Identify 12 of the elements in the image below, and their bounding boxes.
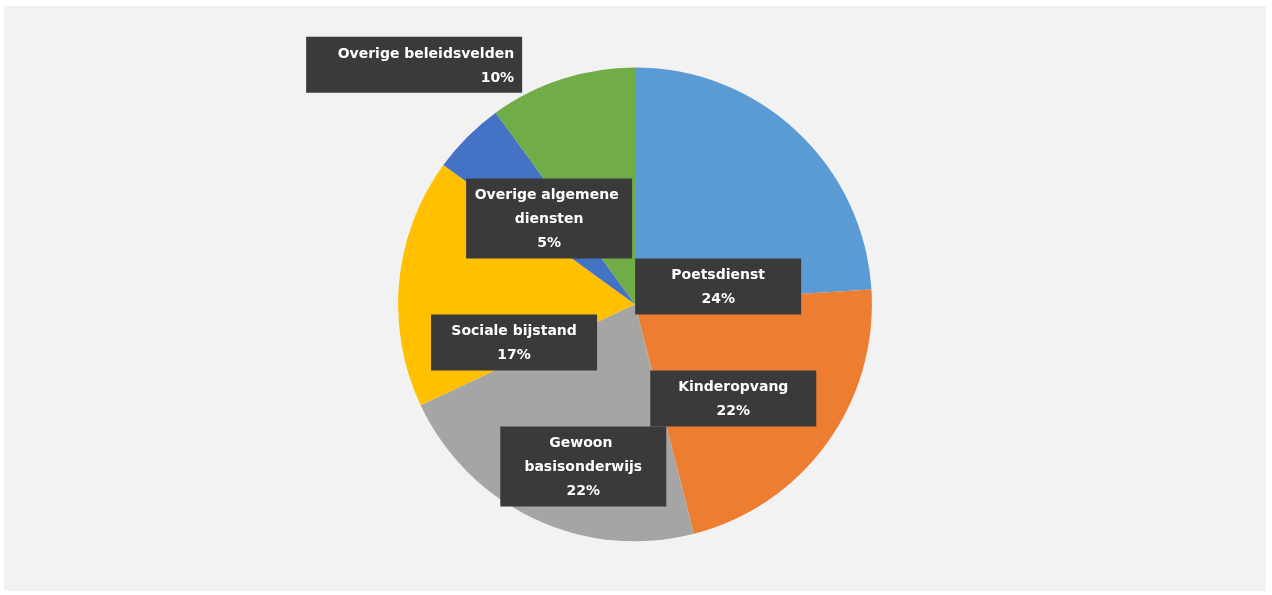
- data-label: 22%: [566, 482, 601, 499]
- data-label: 5%: [537, 234, 561, 251]
- data-label: 22%: [716, 402, 751, 419]
- data-label: 17%: [497, 346, 531, 363]
- slice-label: Sociale bijstand: [451, 322, 577, 339]
- slice-label: Overige algemene diensten: [474, 186, 624, 227]
- slice-label: Gewoon basisonderwijs: [524, 434, 643, 475]
- slice-label: Overige beleidsvelden: [337, 44, 515, 61]
- slice-label: Kinderopvang: [678, 378, 789, 395]
- data-label: 24%: [701, 290, 735, 307]
- data-label: 10%: [480, 68, 515, 85]
- slice-label: Poetsdienst: [671, 266, 766, 283]
